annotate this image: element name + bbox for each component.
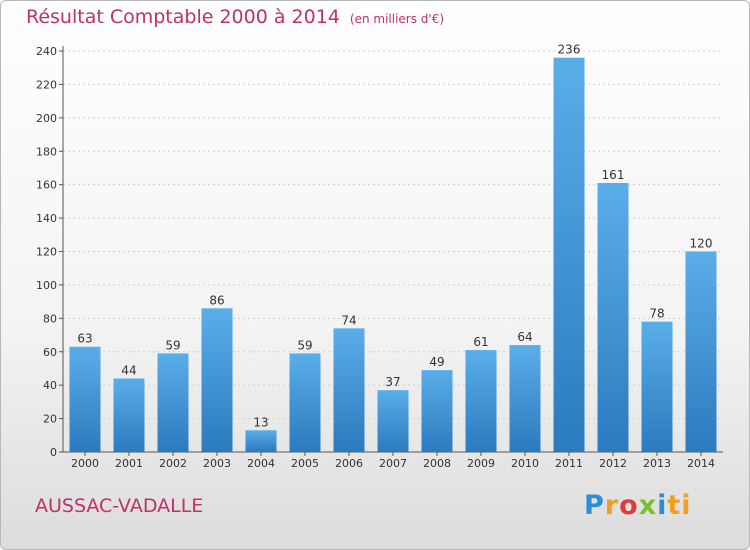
logo-letter: o <box>619 490 639 521</box>
bar-value-label: 59 <box>297 338 312 352</box>
bar <box>685 251 717 452</box>
bar-value-label: 161 <box>602 168 625 182</box>
bar-value-label: 78 <box>649 307 664 321</box>
bar-value-label: 49 <box>429 355 444 369</box>
bar <box>333 328 365 452</box>
x-tick-label: 2011 <box>555 457 583 470</box>
logo-letter: r <box>604 490 620 521</box>
y-tick-label: 240 <box>36 45 57 58</box>
bar <box>201 308 233 452</box>
bar <box>597 182 629 452</box>
bar-value-label: 120 <box>690 237 713 251</box>
y-tick-label: 200 <box>36 112 57 125</box>
bar-value-label: 64 <box>517 330 532 344</box>
logo-letter: i <box>657 490 668 521</box>
bar-value-label: 236 <box>558 43 581 57</box>
x-tick-label: 2004 <box>247 457 275 470</box>
y-tick-label: 0 <box>50 446 57 459</box>
x-tick-label: 2010 <box>511 457 539 470</box>
bar <box>113 378 145 452</box>
y-tick-label: 20 <box>43 413 57 426</box>
x-tick-label: 2013 <box>643 457 671 470</box>
title-unit: (en milliers d'€) <box>349 12 445 26</box>
x-tick-label: 2003 <box>203 457 231 470</box>
bar-value-label: 44 <box>121 363 136 377</box>
logo-letter: ti <box>667 490 692 521</box>
bar-value-label: 61 <box>473 335 488 349</box>
y-tick-label: 60 <box>43 346 57 359</box>
y-tick-label: 120 <box>36 246 57 259</box>
x-tick-label: 2000 <box>71 457 99 470</box>
title-text: Résultat Comptable 2000 à 2014 <box>26 6 340 28</box>
bar <box>157 353 189 452</box>
bar <box>553 57 585 452</box>
y-tick-label: 100 <box>36 279 57 292</box>
bar-value-label: 63 <box>77 332 92 346</box>
chart-title: Résultat Comptable 2000 à 2014 (en millie… <box>26 6 444 28</box>
y-tick-label: 40 <box>43 379 57 392</box>
bar <box>509 345 541 452</box>
x-tick-label: 2001 <box>115 457 143 470</box>
bar-value-label: 37 <box>385 375 400 389</box>
bar-value-label: 59 <box>165 338 180 352</box>
y-tick-label: 160 <box>36 179 57 192</box>
bar <box>641 321 673 452</box>
x-tick-label: 2002 <box>159 457 187 470</box>
bar-value-label: 86 <box>209 293 224 307</box>
logo-letter: x <box>638 490 658 521</box>
bar <box>377 390 409 452</box>
x-tick-label: 2006 <box>335 457 363 470</box>
bar-value-label: 74 <box>341 313 356 327</box>
proxiti-logo: Proxiti <box>584 490 692 521</box>
y-tick-label: 80 <box>43 312 57 325</box>
commune-name: AUSSAC-VADALLE <box>35 495 204 517</box>
x-tick-label: 2014 <box>687 457 715 470</box>
y-tick-label: 180 <box>36 145 57 158</box>
logo-letter: P <box>584 490 605 521</box>
y-tick-label: 220 <box>36 78 57 91</box>
x-tick-label: 2012 <box>599 457 627 470</box>
x-tick-label: 2007 <box>379 457 407 470</box>
bar <box>245 430 277 452</box>
x-tick-label: 2008 <box>423 457 451 470</box>
bar <box>69 346 101 452</box>
x-tick-label: 2009 <box>467 457 495 470</box>
bar <box>421 370 453 452</box>
x-tick-label: 2005 <box>291 457 319 470</box>
bar-value-label: 13 <box>253 415 268 429</box>
bar <box>289 353 321 452</box>
bar <box>465 350 497 452</box>
y-tick-label: 140 <box>36 212 57 225</box>
